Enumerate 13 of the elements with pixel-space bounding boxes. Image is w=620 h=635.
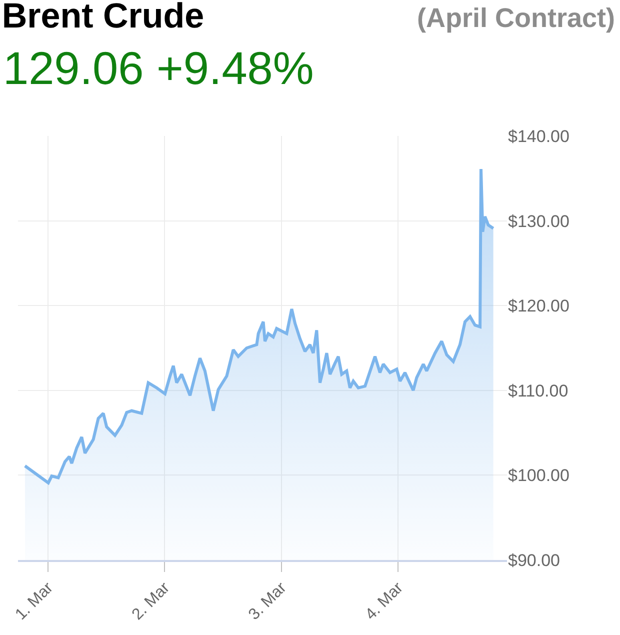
x-tick-label: 1. Mar: [12, 578, 57, 624]
y-tick-label: $100.00: [508, 466, 570, 486]
y-tick-label: $130.00: [508, 212, 570, 231]
x-tick-label: 2. Mar: [129, 578, 174, 624]
y-tick-label: $140.00: [508, 126, 570, 146]
x-tick-label: 3. Mar: [246, 578, 290, 624]
chart-subtitle: (April Contract): [417, 3, 615, 33]
chart-title: Brent Crude: [2, 0, 204, 36]
y-tick-label: $110.00: [508, 381, 568, 400]
x-tick-label: 4. Mar: [362, 578, 407, 624]
y-tick-label: $120.00: [508, 296, 570, 316]
y-tick-label: $90.00: [508, 550, 560, 570]
text: 129.06 +9.48%: [3, 42, 314, 94]
